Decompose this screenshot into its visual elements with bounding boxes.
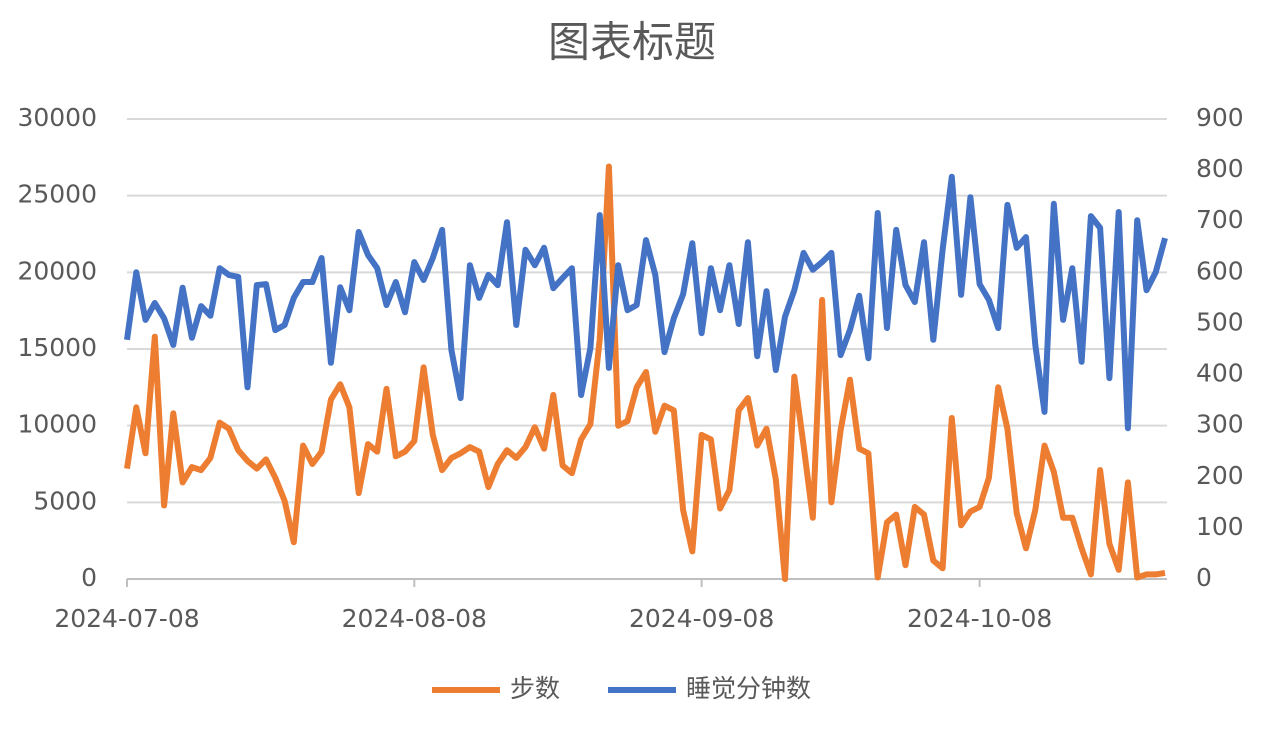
y-tick-label: 30000	[17, 103, 97, 132]
y2-tick-label: 400	[1196, 359, 1244, 388]
y2-tick-label: 100	[1196, 512, 1244, 541]
y2-tick-label: 300	[1196, 410, 1244, 439]
y-tick-label: 20000	[17, 256, 97, 285]
y2-tick-label: 600	[1196, 256, 1244, 285]
y2-tick-label: 500	[1196, 307, 1244, 336]
x-tick-label: 2024-10-08	[907, 604, 1052, 633]
y2-tick-label: 900	[1196, 103, 1244, 132]
x-tick-label: 2024-08-08	[342, 604, 487, 633]
y-tick-label: 25000	[17, 180, 97, 209]
series-line	[124, 163, 1166, 582]
y-tick-label: 5000	[33, 486, 97, 515]
y2-tick-label: 0	[1196, 563, 1212, 592]
y-tick-label: 15000	[17, 333, 97, 362]
chart-title: 图表标题	[548, 18, 716, 67]
x-tick-label: 2024-09-08	[629, 604, 774, 633]
series-line	[124, 173, 1168, 432]
y-tick-label: 0	[81, 563, 97, 592]
y2-tick-label: 700	[1196, 205, 1244, 234]
x-tick-label: 2024-07-08	[54, 604, 199, 633]
y-tick-label: 10000	[17, 410, 97, 439]
y2-tick-label: 800	[1196, 154, 1244, 183]
legend-label: 步数	[510, 674, 560, 703]
y2-tick-label: 200	[1196, 461, 1244, 490]
legend-label: 睡觉分钟数	[686, 674, 811, 703]
